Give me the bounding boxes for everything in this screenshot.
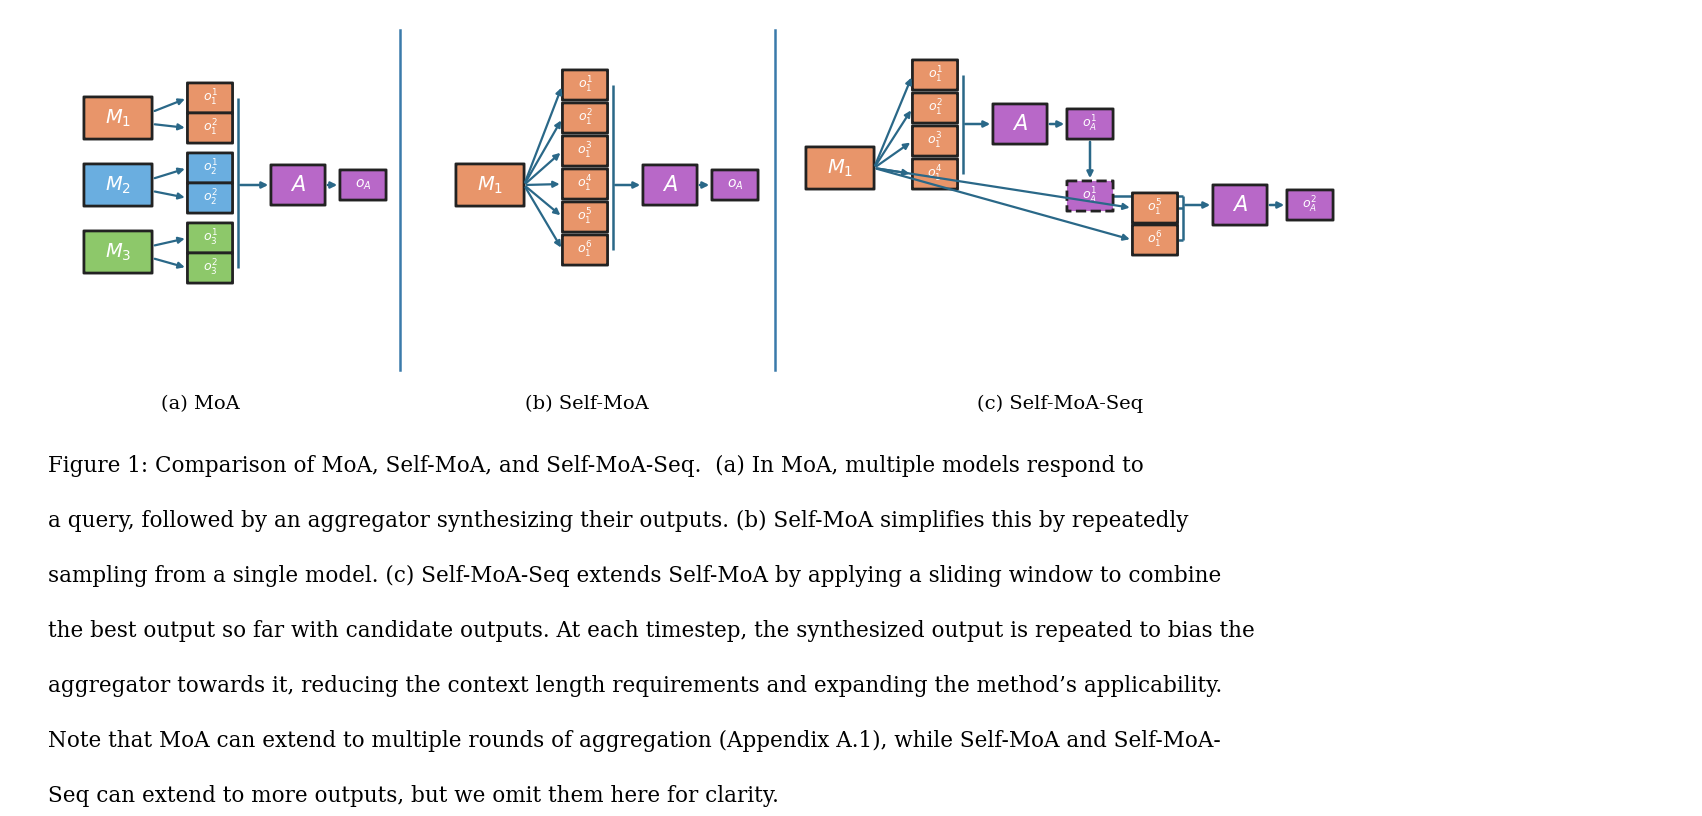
FancyBboxPatch shape	[83, 231, 151, 273]
FancyBboxPatch shape	[187, 113, 233, 143]
Text: $o_A$: $o_A$	[354, 178, 371, 193]
FancyBboxPatch shape	[912, 60, 958, 90]
FancyBboxPatch shape	[1287, 190, 1333, 220]
Text: Note that MoA can extend to multiple rounds of aggregation (Appendix A.1), while: Note that MoA can extend to multiple rou…	[48, 730, 1220, 752]
Text: (c) Self-MoA-Seq: (c) Self-MoA-Seq	[977, 395, 1144, 413]
Text: $M_1$: $M_1$	[827, 157, 853, 179]
Text: (a) MoA: (a) MoA	[160, 395, 240, 413]
Text: sampling from a single model. (c) Self-MoA-Seq extends Self-MoA by applying a sl: sampling from a single model. (c) Self-M…	[48, 565, 1222, 587]
Text: $M_1$: $M_1$	[477, 175, 504, 196]
Text: a query, followed by an aggregator synthesizing their outputs. (b) Self-MoA simp: a query, followed by an aggregator synth…	[48, 510, 1188, 532]
FancyBboxPatch shape	[83, 97, 151, 139]
Text: aggregator towards it, reducing the context length requirements and expanding th: aggregator towards it, reducing the cont…	[48, 675, 1222, 697]
FancyBboxPatch shape	[1067, 109, 1113, 139]
Text: $A$: $A$	[662, 175, 677, 195]
FancyBboxPatch shape	[1132, 193, 1178, 223]
Text: $A$: $A$	[1232, 195, 1248, 215]
FancyBboxPatch shape	[562, 70, 608, 100]
FancyBboxPatch shape	[187, 183, 233, 213]
Text: $o_3^2$: $o_3^2$	[203, 258, 218, 278]
Text: $M_1$: $M_1$	[106, 108, 131, 129]
FancyBboxPatch shape	[562, 202, 608, 232]
Text: $M_3$: $M_3$	[106, 242, 131, 263]
Text: $A$: $A$	[289, 175, 306, 195]
FancyBboxPatch shape	[912, 93, 958, 123]
Text: $o_1^1$: $o_1^1$	[928, 65, 943, 85]
Text: $o_A^1$: $o_A^1$	[1082, 186, 1098, 206]
Text: $o_1^5$: $o_1^5$	[577, 207, 592, 227]
FancyBboxPatch shape	[562, 103, 608, 133]
Text: (b) Self-MoA: (b) Self-MoA	[526, 395, 648, 413]
Text: $M_2$: $M_2$	[106, 175, 131, 196]
FancyBboxPatch shape	[340, 170, 386, 200]
FancyBboxPatch shape	[83, 164, 151, 206]
Text: $o_A$: $o_A$	[727, 178, 744, 193]
Text: $o_1^2$: $o_1^2$	[577, 108, 592, 128]
FancyBboxPatch shape	[1067, 181, 1113, 211]
FancyBboxPatch shape	[912, 126, 958, 156]
FancyBboxPatch shape	[562, 136, 608, 166]
Text: $o_1^3$: $o_1^3$	[577, 141, 592, 161]
FancyBboxPatch shape	[711, 170, 757, 200]
Text: $o_1^1$: $o_1^1$	[577, 75, 592, 95]
FancyBboxPatch shape	[187, 223, 233, 253]
FancyBboxPatch shape	[456, 164, 524, 206]
FancyBboxPatch shape	[187, 83, 233, 113]
Text: $o_1^2$: $o_1^2$	[928, 98, 943, 118]
Text: Seq can extend to more outputs, but we omit them here for clarity.: Seq can extend to more outputs, but we o…	[48, 785, 780, 807]
Text: Figure 1: Comparison of MoA, Self-MoA, and Self-MoA-Seq.  (a) In MoA, multiple m: Figure 1: Comparison of MoA, Self-MoA, a…	[48, 455, 1144, 477]
Text: $o_1^4$: $o_1^4$	[577, 174, 592, 194]
Text: $o_1^2$: $o_1^2$	[203, 118, 218, 138]
Text: $o_A^1$: $o_A^1$	[1082, 114, 1098, 134]
FancyBboxPatch shape	[187, 253, 233, 283]
Text: $o_2^1$: $o_2^1$	[203, 158, 218, 178]
FancyBboxPatch shape	[187, 153, 233, 183]
FancyBboxPatch shape	[562, 235, 608, 265]
FancyBboxPatch shape	[1132, 225, 1178, 255]
FancyBboxPatch shape	[807, 147, 875, 189]
Text: $o_2^2$: $o_2^2$	[203, 188, 218, 208]
Text: $o_1^4$: $o_1^4$	[928, 164, 943, 184]
Text: $o_1^5$: $o_1^5$	[1147, 198, 1162, 218]
Text: the best output so far with candidate outputs. At each timestep, the synthesized: the best output so far with candidate ou…	[48, 620, 1254, 642]
FancyBboxPatch shape	[271, 165, 325, 205]
Text: $o_1^1$: $o_1^1$	[203, 88, 218, 108]
Text: $A$: $A$	[1013, 114, 1028, 134]
Text: $o_1^3$: $o_1^3$	[928, 131, 943, 151]
Text: $o_A^2$: $o_A^2$	[1302, 195, 1317, 215]
FancyBboxPatch shape	[1214, 185, 1266, 225]
Text: $o_3^1$: $o_3^1$	[203, 228, 218, 248]
Text: $o_1^6$: $o_1^6$	[577, 240, 592, 260]
FancyBboxPatch shape	[562, 169, 608, 199]
FancyBboxPatch shape	[992, 104, 1047, 144]
FancyBboxPatch shape	[912, 159, 958, 189]
FancyBboxPatch shape	[643, 165, 698, 205]
Text: $o_1^6$: $o_1^6$	[1147, 230, 1162, 250]
